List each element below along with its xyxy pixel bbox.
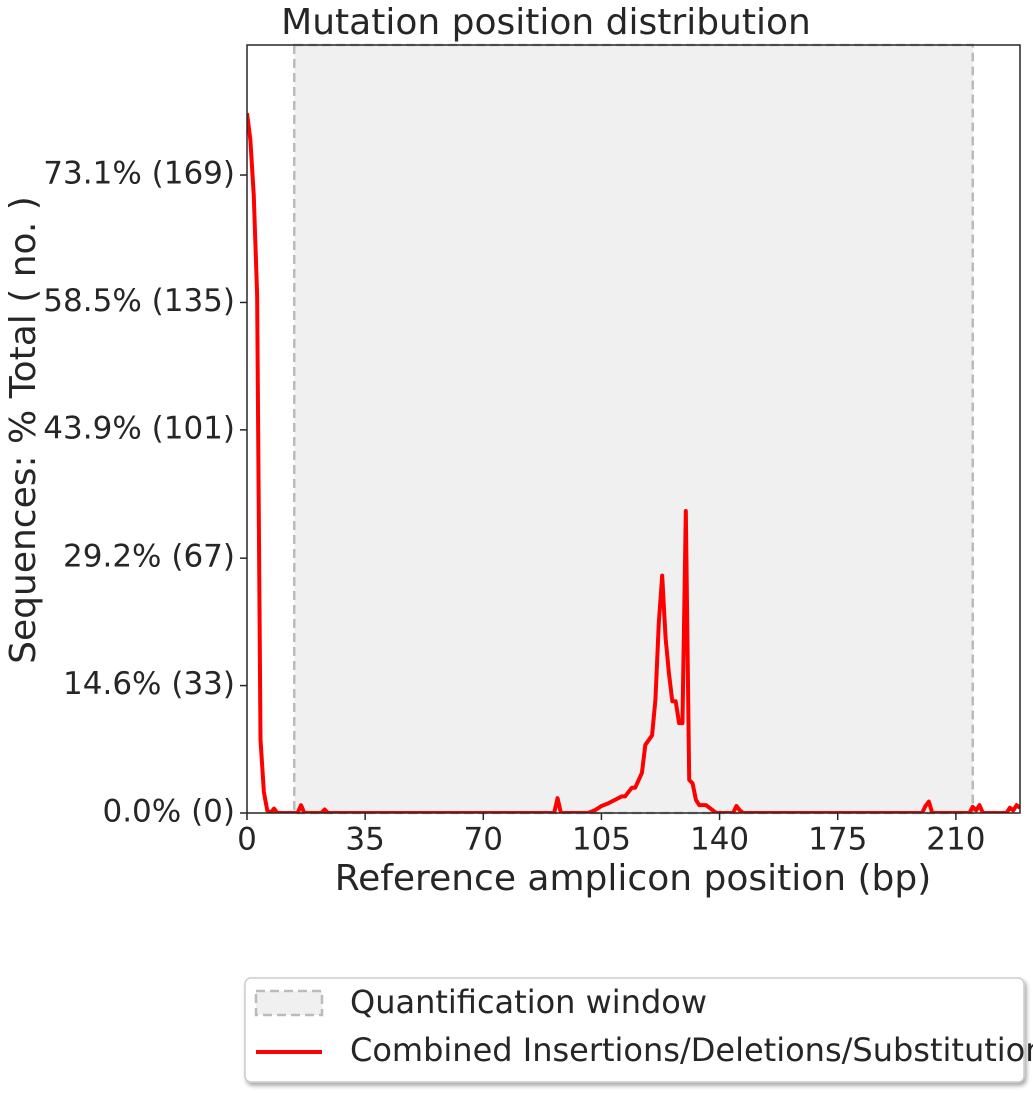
legend-label: Combined Insertions/Deletions/Substituti… — [350, 1031, 1033, 1069]
x-tick-label: 105 — [572, 822, 631, 858]
x-tick-label: 175 — [808, 822, 867, 858]
legend-label: Quantification window — [350, 983, 707, 1021]
quantification-window — [293, 43, 974, 815]
axes-frame — [246, 44, 1021, 814]
legend — [244, 977, 1025, 1083]
y-tick-label: 73.1% (169) — [43, 156, 235, 192]
x-tick-label: 70 — [464, 822, 503, 858]
x-tick-label: 140 — [690, 822, 749, 858]
x-tick-label: 210 — [926, 822, 985, 858]
chart-title: Mutation position distribution — [281, 2, 811, 43]
legend-swatch — [254, 989, 324, 1017]
x-tick-label: 0 — [237, 822, 257, 858]
y-tick-label: 29.2% (67) — [63, 539, 235, 575]
series-line — [247, 112, 1020, 813]
y-tick-label: 43.9% (101) — [43, 410, 235, 446]
y-axis-label: Sequences: % Total ( no. ) — [3, 196, 44, 664]
plot-area: 0.0% (0) 14.6% (33) 29.2% (67) 43.9% (101) 5… — [43, 43, 1021, 858]
x-tick-label: 35 — [345, 822, 384, 858]
y-tick-label: 58.5% (135) — [43, 283, 235, 319]
y-tick-label: 0.0% (0) — [102, 794, 235, 830]
legend-items: Quantification window Combined Insertions… — [254, 983, 1033, 1069]
x-axis-label: Reference amplicon position (bp) — [335, 858, 932, 899]
y-tick-label: 14.6% (33) — [63, 666, 235, 702]
